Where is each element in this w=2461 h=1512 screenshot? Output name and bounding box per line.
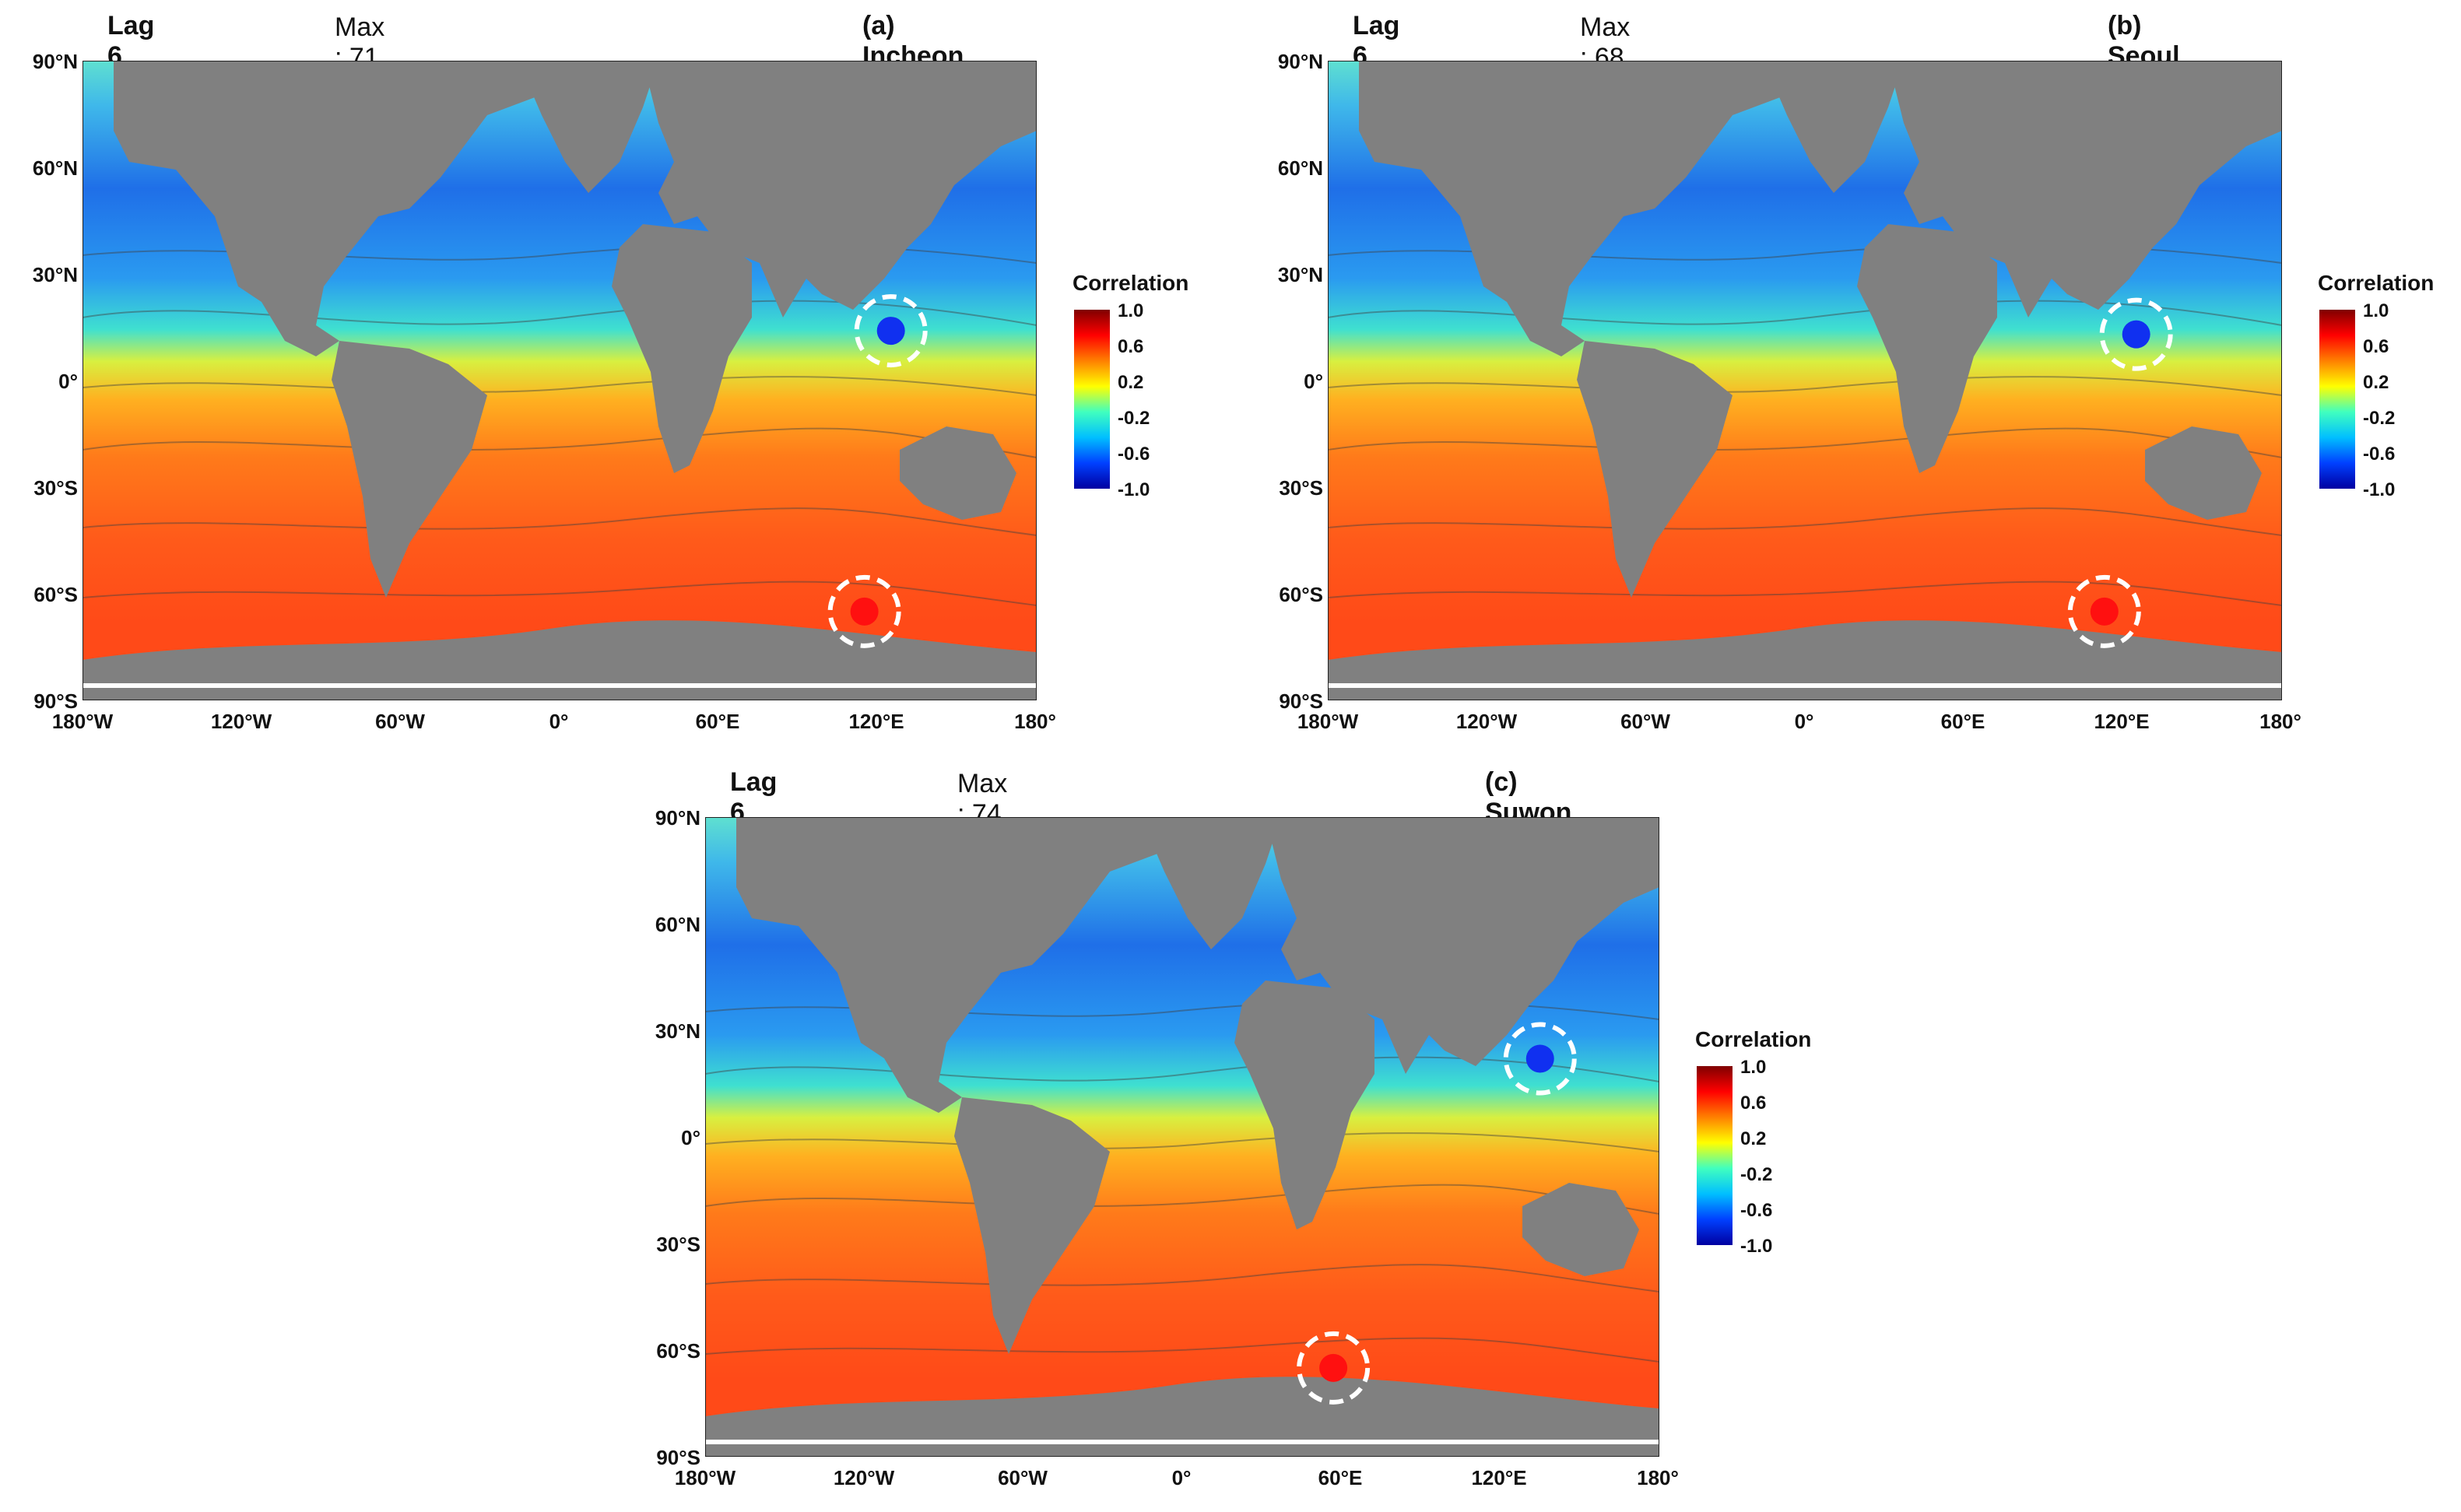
lat-label: 0° [681,1126,700,1149]
land [705,817,1659,1457]
lat-label: 90°S [656,1446,700,1469]
correlation-map [83,61,1037,700]
colorbar-title: Correlation [1073,271,1189,295]
lon-label: 180° [1014,710,1056,733]
negative-correlation-marker [854,294,928,368]
lat-label: 60°S [656,1339,700,1363]
lon-label: 0° [1171,1466,1192,1489]
colorbar-tick: 0.2 [1118,372,1144,393]
colorbar-tick: -0.2 [1740,1164,1773,1185]
lon-label: 180° [2259,710,2301,733]
colorbar-tick: -0.6 [1118,444,1150,465]
colorbar [1697,1066,1733,1245]
lon-label: 120°E [1471,1466,1527,1489]
lat-label: 90°S [1279,689,1323,713]
lat-label: 90°N [655,806,700,830]
colorbar-tick: -0.2 [2363,408,2396,429]
lat-label: 60°N [32,156,78,180]
lon-label: 120°E [2094,710,2150,733]
colorbar-tick: 1.0 [1740,1057,1767,1078]
colorbar [1074,310,1110,489]
lon-label: 0° [1794,710,1814,733]
negative-correlation-marker [1503,1022,1577,1096]
lon-label: 60°E [695,710,740,733]
colorbar-tick: -1.0 [2363,479,2396,500]
colorbar-tick: 1.0 [1118,300,1144,321]
lon-label: 180°W [674,1466,736,1489]
lon-label: 180° [1637,1466,1679,1489]
colorbar-title: Correlation [1695,1027,1812,1051]
lat-label: 60°N [655,913,700,936]
lat-label: 30°N [32,263,78,286]
lon-label: 60°W [1620,710,1670,733]
lat-label: 60°N [1277,156,1323,180]
lon-label: 0° [549,710,569,733]
lat-label: 30°S [656,1233,700,1256]
lon-label: 120°W [833,1466,895,1489]
lon-label: 180°W [51,710,114,733]
negative-correlation-marker [2099,297,2173,371]
positive-correlation-marker [827,574,901,648]
lon-label: 120°W [210,710,272,733]
lat-label: 60°S [1279,583,1323,606]
colorbar-tick: 0.6 [1118,336,1144,357]
lon-label: 60°E [1318,1466,1363,1489]
lat-label: 30°N [1277,263,1323,286]
land [83,61,1037,700]
land [1328,61,2282,700]
correlation-map [1328,61,2282,700]
lon-label: 120°E [848,710,904,733]
lat-label: 30°S [33,476,78,500]
lon-label: 120°W [1455,710,1518,733]
lat-label: 0° [1304,370,1323,393]
colorbar-tick: -0.6 [1740,1200,1773,1221]
colorbar-tick: -0.2 [1118,408,1150,429]
colorbar [2319,310,2355,489]
lon-label: 180°W [1297,710,1359,733]
lon-label: 60°W [375,710,425,733]
lat-label: 90°N [32,50,78,73]
colorbar-title: Correlation [2318,271,2435,295]
colorbar-tick: 0.2 [2363,372,2389,393]
colorbar-tick: -1.0 [1740,1236,1773,1257]
colorbar-tick: -1.0 [1118,479,1150,500]
lat-label: 90°N [1277,50,1323,73]
colorbar-tick: 0.6 [2363,336,2389,357]
colorbar-tick: -0.6 [2363,444,2396,465]
lon-label: 60°E [1940,710,1985,733]
lat-label: 30°N [655,1019,700,1043]
lat-label: 60°S [33,583,78,606]
lon-label: 60°W [998,1466,1048,1489]
colorbar-tick: 1.0 [2363,300,2389,321]
lat-label: 90°S [33,689,78,713]
colorbar-tick: 0.6 [1740,1093,1767,1114]
lat-label: 0° [58,370,78,393]
positive-correlation-marker [2067,574,2141,648]
lat-label: 30°S [1279,476,1323,500]
colorbar-tick: 0.2 [1740,1128,1767,1149]
correlation-map [705,817,1659,1457]
